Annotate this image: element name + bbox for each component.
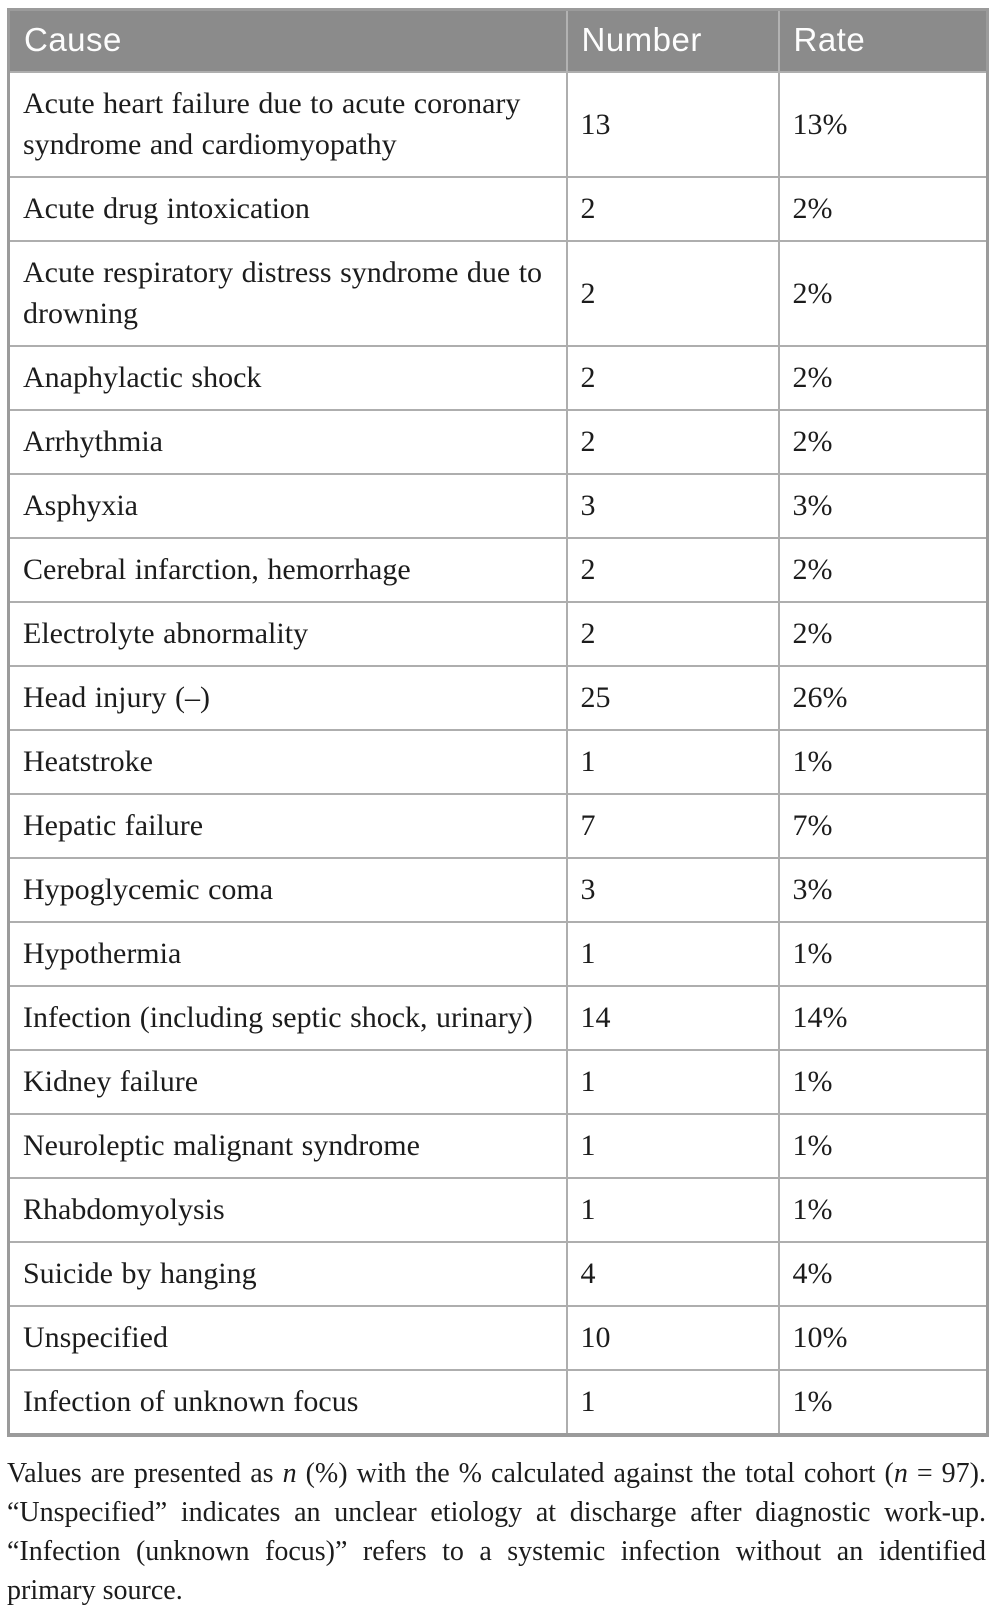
cause-cell: Anaphylactic shock <box>7 345 568 411</box>
cause-cell: Unspecified <box>7 1305 568 1371</box>
table-footnote: Values are presented as n (%) with the %… <box>7 1454 986 1610</box>
number-cell: 2 <box>565 601 780 667</box>
cause-cell: Arrhythmia <box>7 409 568 475</box>
table-row: Hepatic failure 7 7% <box>7 793 989 859</box>
table-row: Hypoglycemic coma 3 3% <box>7 857 989 923</box>
number-cell: 1 <box>565 729 780 795</box>
rate-cell: 7% <box>777 793 989 859</box>
rate-cell: 26% <box>777 665 989 731</box>
rate-cell: 13% <box>777 71 989 178</box>
table-row: Head injury (–) 25 26% <box>7 665 989 731</box>
rate-cell: 1% <box>777 1369 989 1436</box>
table-row: Acute respiratory distress syndrome due … <box>7 240 989 347</box>
cause-cell: Hypothermia <box>7 921 568 987</box>
cause-cell: Asphyxia <box>7 473 568 539</box>
number-cell: 25 <box>565 665 780 731</box>
rate-cell: 4% <box>777 1241 989 1307</box>
number-cell: 3 <box>565 473 780 539</box>
cause-cell: Suicide by hanging <box>7 1241 568 1307</box>
table-row: Hypothermia 1 1% <box>7 921 989 987</box>
cause-cell: Infection (including septic shock, urina… <box>7 985 568 1051</box>
cause-table: Cause Number Rate Acute heart failure du… <box>7 8 989 1437</box>
rate-cell: 3% <box>777 473 989 539</box>
rate-cell: 3% <box>777 857 989 923</box>
rate-cell: 1% <box>777 921 989 987</box>
rate-cell: 2% <box>777 240 989 347</box>
number-cell: 13 <box>565 71 780 178</box>
cause-cell: Acute drug intoxication <box>7 176 568 242</box>
cause-cell: Hepatic failure <box>7 793 568 859</box>
table-row: Infection (including septic shock, urina… <box>7 985 989 1051</box>
cause-cell: Head injury (–) <box>7 665 568 731</box>
number-cell: 10 <box>565 1305 780 1371</box>
column-header-rate: Rate <box>777 9 988 72</box>
rate-cell: 1% <box>777 1177 989 1243</box>
number-cell: 3 <box>565 857 780 923</box>
table-row: Electrolyte abnormality 2 2% <box>7 601 989 667</box>
column-header-cause: Cause <box>8 9 567 72</box>
rate-cell: 10% <box>777 1305 989 1371</box>
table-row: Acute drug intoxication 2 2% <box>7 176 989 242</box>
number-cell: 2 <box>565 409 780 475</box>
rate-cell: 2% <box>777 601 989 667</box>
number-cell: 4 <box>565 1241 780 1307</box>
number-cell: 14 <box>565 985 780 1051</box>
cause-cell: Kidney failure <box>7 1049 568 1115</box>
cause-cell: Neuroleptic malignant syndrome <box>7 1113 568 1179</box>
rate-cell: 1% <box>777 1049 989 1115</box>
rate-cell: 2% <box>777 345 989 411</box>
footnote-italic-n: n <box>282 1458 297 1489</box>
number-cell: 1 <box>565 1177 780 1243</box>
number-cell: 1 <box>565 921 780 987</box>
cause-cell: Cerebral infarction, hemorrhage <box>7 537 568 603</box>
number-cell: 1 <box>565 1049 780 1115</box>
footnote-text: (%) with the % calculated against the to… <box>296 1458 894 1489</box>
rate-cell: 2% <box>777 176 989 242</box>
number-cell: 1 <box>565 1369 780 1436</box>
cause-cell: Hypoglycemic coma <box>7 857 568 923</box>
table-body: Acute heart failure due to acute coronar… <box>7 71 989 1436</box>
number-cell: 2 <box>565 176 780 242</box>
cause-cell: Rhabdomyolysis <box>7 1177 568 1243</box>
rate-cell: 2% <box>777 409 989 475</box>
number-cell: 2 <box>565 537 780 603</box>
footnote-italic-n: n <box>893 1458 908 1489</box>
number-cell: 2 <box>565 345 780 411</box>
table-row: Suicide by hanging 4 4% <box>7 1241 989 1307</box>
cause-cell: Acute respiratory distress syndrome due … <box>7 240 568 347</box>
footnote-text: Values are presented as <box>7 1458 283 1489</box>
number-cell: 1 <box>565 1113 780 1179</box>
table-row: Rhabdomyolysis 1 1% <box>7 1177 989 1243</box>
rate-cell: 2% <box>777 537 989 603</box>
table-row: Infection of unknown focus 1 1% <box>7 1369 989 1436</box>
table-header-row: Cause Number Rate <box>8 9 988 72</box>
cause-cell: Heatstroke <box>7 729 568 795</box>
column-header-number: Number <box>565 9 779 72</box>
cause-cell: Electrolyte abnormality <box>7 601 568 667</box>
table-row: Acute heart failure due to acute coronar… <box>7 71 989 178</box>
rate-cell: 1% <box>777 729 989 795</box>
table-row: Arrhythmia 2 2% <box>7 409 989 475</box>
table-row: Kidney failure 1 1% <box>7 1049 989 1115</box>
cause-cell: Acute heart failure due to acute coronar… <box>7 71 568 178</box>
number-cell: 2 <box>565 240 780 347</box>
cause-cell: Infection of unknown focus <box>7 1369 568 1436</box>
table-row: Asphyxia 3 3% <box>7 473 989 539</box>
number-cell: 7 <box>565 793 780 859</box>
table-row: Anaphylactic shock 2 2% <box>7 345 989 411</box>
rate-cell: 1% <box>777 1113 989 1179</box>
table-row: Neuroleptic malignant syndrome 1 1% <box>7 1113 989 1179</box>
rate-cell: 14% <box>777 985 989 1051</box>
table-row: Heatstroke 1 1% <box>7 729 989 795</box>
table-row: Cerebral infarction, hemorrhage 2 2% <box>7 537 989 603</box>
table-row: Unspecified 10 10% <box>7 1305 989 1371</box>
